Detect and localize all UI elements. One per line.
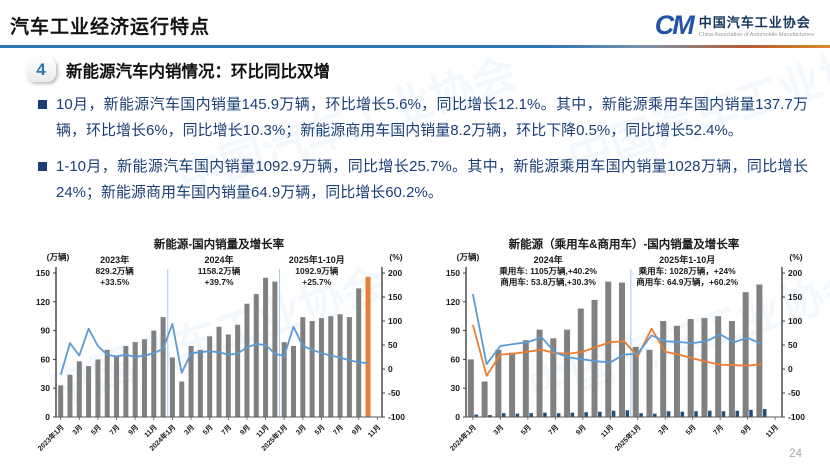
svg-text:7月: 7月 (547, 423, 560, 436)
svg-text:11月: 11月 (764, 423, 780, 439)
svg-text:150: 150 (788, 292, 802, 302)
chart-svg: 新能源（乘用车&商用车）-国内销量及增长率 0 30 60 90 120 150 -100 -5… (446, 237, 805, 453)
section-header: 4 新能源汽车内销情况：环比同比双增 (26, 57, 830, 82)
svg-text:0: 0 (45, 412, 50, 422)
svg-text:120: 120 (36, 297, 50, 307)
svg-text:商用车: 53.8万辆,+30.3%: 商用车: 53.8万辆,+30.3% (500, 277, 596, 287)
svg-text:11月: 11月 (366, 423, 382, 439)
svg-text:+33.5%: +33.5% (100, 277, 130, 287)
svg-text:150: 150 (446, 268, 460, 278)
svg-text:11月: 11月 (599, 423, 615, 439)
svg-text:新能源（乘用车&商用车）-国内销量及增长率: 新能源（乘用车&商用车）-国内销量及增长率 (509, 237, 740, 251)
svg-text:2025年1-10月: 2025年1-10月 (659, 254, 715, 265)
svg-text:7月: 7月 (712, 423, 725, 436)
svg-text:2024年: 2024年 (534, 254, 563, 265)
svg-text:50: 50 (388, 340, 398, 350)
svg-text:9月: 9月 (574, 423, 587, 436)
svg-text:2024年: 2024年 (204, 254, 233, 265)
svg-text:11月: 11月 (143, 423, 159, 439)
caam-logo-name-cn: 中国汽车工业协会 (698, 15, 811, 30)
svg-text:0: 0 (455, 412, 460, 422)
svg-text:9月: 9月 (127, 423, 140, 436)
svg-text:200: 200 (388, 268, 402, 278)
bullet-square-icon (38, 100, 47, 109)
charts-row: 新能源-国内销量及增长率 0 30 60 90 120 150 -100 -50 0 50 100 15… (14, 232, 824, 468)
section-heading: 新能源汽车内销情况：环比同比双增 (66, 62, 330, 81)
svg-text:2025年1-10月: 2025年1-10月 (289, 254, 345, 265)
svg-text:5月: 5月 (684, 423, 697, 436)
chart-nev-domestic-sales: 新能源-国内销量及增长率 0 30 60 90 120 150 -100 -50 0 50 100 15… (14, 232, 424, 468)
svg-text:3月: 3月 (71, 423, 84, 436)
svg-text:3月: 3月 (657, 423, 670, 436)
svg-text:30: 30 (451, 383, 461, 393)
svg-text:11月: 11月 (255, 423, 271, 439)
chart-nev-pv-cv-sales: 新能源（乘用车&商用车）-国内销量及增长率 0 30 60 90 120 150 -100 -5… (424, 232, 824, 468)
caam-logo: CM 中国汽车工业协会 China Association of Automob… (654, 9, 814, 40)
svg-text:200: 200 (788, 268, 802, 278)
bullet-square-icon (38, 162, 47, 171)
svg-text:+25.7%: +25.7% (302, 277, 332, 287)
section-number-badge: 4 (26, 57, 56, 82)
caam-logo-text: 中国汽车工业协会 China Association of Automobile… (699, 12, 814, 38)
svg-text:2025年1月: 2025年1月 (613, 423, 643, 453)
bullet-october-summary: 10月，新能源汽车国内销量145.9万辆，环比增长5.6%，同比增长12.1%。… (38, 92, 808, 144)
svg-text:0: 0 (388, 364, 393, 374)
svg-text:1092.9万辆: 1092.9万辆 (295, 266, 338, 276)
caam-logo-mark-icon: CM (654, 9, 695, 40)
svg-text:新能源-国内销量及增长率: 新能源-国内销量及增长率 (154, 237, 285, 251)
svg-text:3月: 3月 (492, 423, 505, 436)
svg-text:-50: -50 (788, 388, 801, 398)
svg-text:+39.7%: +39.7% (204, 277, 234, 287)
page-title: 汽车工业经济运行特点 (10, 16, 211, 38)
svg-text:60: 60 (41, 354, 51, 364)
svg-text:5月: 5月 (519, 423, 532, 436)
bullet-ytd-summary: 1-10月，新能源汽车国内销量1092.9万辆，同比增长25.7%。其中，新能源… (38, 154, 808, 206)
svg-text:-100: -100 (388, 412, 405, 422)
svg-text:60: 60 (451, 354, 461, 364)
svg-text:5月: 5月 (89, 423, 102, 436)
svg-text:100: 100 (788, 316, 802, 326)
svg-text:150: 150 (388, 292, 402, 302)
slide-header: 汽车工业经济运行特点 CM 中国汽车工业协会 China Association… (0, 0, 830, 45)
svg-text:90: 90 (41, 326, 51, 336)
svg-text:2023年: 2023年 (100, 254, 129, 265)
bullet-ytd-text: 1-10月，新能源汽车国内销量1092.9万辆，同比增长25.7%。其中，新能源… (56, 158, 808, 201)
svg-text:7月: 7月 (108, 423, 121, 436)
bullet-october-text: 10月，新能源汽车国内销量145.9万辆，环比增长5.6%，同比增长12.1%。… (56, 96, 808, 139)
svg-text:2024年1月: 2024年1月 (448, 423, 478, 453)
svg-text:30: 30 (41, 383, 51, 393)
svg-text:0: 0 (788, 364, 793, 374)
caam-logo-name-en: China Association of Automobile Manufact… (698, 32, 814, 38)
svg-text:(%): (%) (789, 252, 802, 262)
svg-text:7月: 7月 (332, 423, 345, 436)
svg-text:829.2万辆: 829.2万辆 (96, 266, 135, 276)
svg-text:90: 90 (451, 326, 461, 336)
svg-text:100: 100 (388, 316, 402, 326)
svg-text:150: 150 (36, 268, 50, 278)
svg-text:(万辆): (万辆) (457, 252, 480, 262)
svg-text:9月: 9月 (238, 423, 251, 436)
page-number: 24 (789, 448, 802, 460)
svg-text:商用车: 64.9万辆，+60.2%: 商用车: 64.9万辆，+60.2% (636, 277, 738, 287)
chart-svg: 新能源-国内销量及增长率 0 30 60 90 120 150 -100 -50 0 50 100 15… (36, 237, 406, 453)
svg-text:120: 120 (446, 297, 460, 307)
svg-text:50: 50 (788, 340, 798, 350)
svg-text:-50: -50 (388, 388, 401, 398)
svg-text:乘用车: 1028万辆，+24%: 乘用车: 1028万辆，+24% (638, 266, 737, 276)
svg-text:乘用车: 1105万辆,+40.2%: 乘用车: 1105万辆,+40.2% (498, 266, 597, 276)
svg-text:-100: -100 (788, 412, 805, 422)
svg-text:9月: 9月 (739, 423, 752, 436)
svg-text:2023年1月: 2023年1月 (36, 423, 66, 453)
svg-text:5月: 5月 (313, 423, 326, 436)
svg-text:9月: 9月 (350, 423, 363, 436)
svg-text:(%): (%) (389, 252, 402, 262)
svg-text:3月: 3月 (183, 423, 196, 436)
svg-text:3月: 3月 (294, 423, 307, 436)
svg-text:5月: 5月 (201, 423, 214, 436)
svg-text:7月: 7月 (220, 423, 233, 436)
svg-text:(万辆): (万辆) (47, 252, 70, 262)
svg-text:1158.2万辆: 1158.2万辆 (198, 266, 241, 276)
header-divider (0, 45, 830, 48)
